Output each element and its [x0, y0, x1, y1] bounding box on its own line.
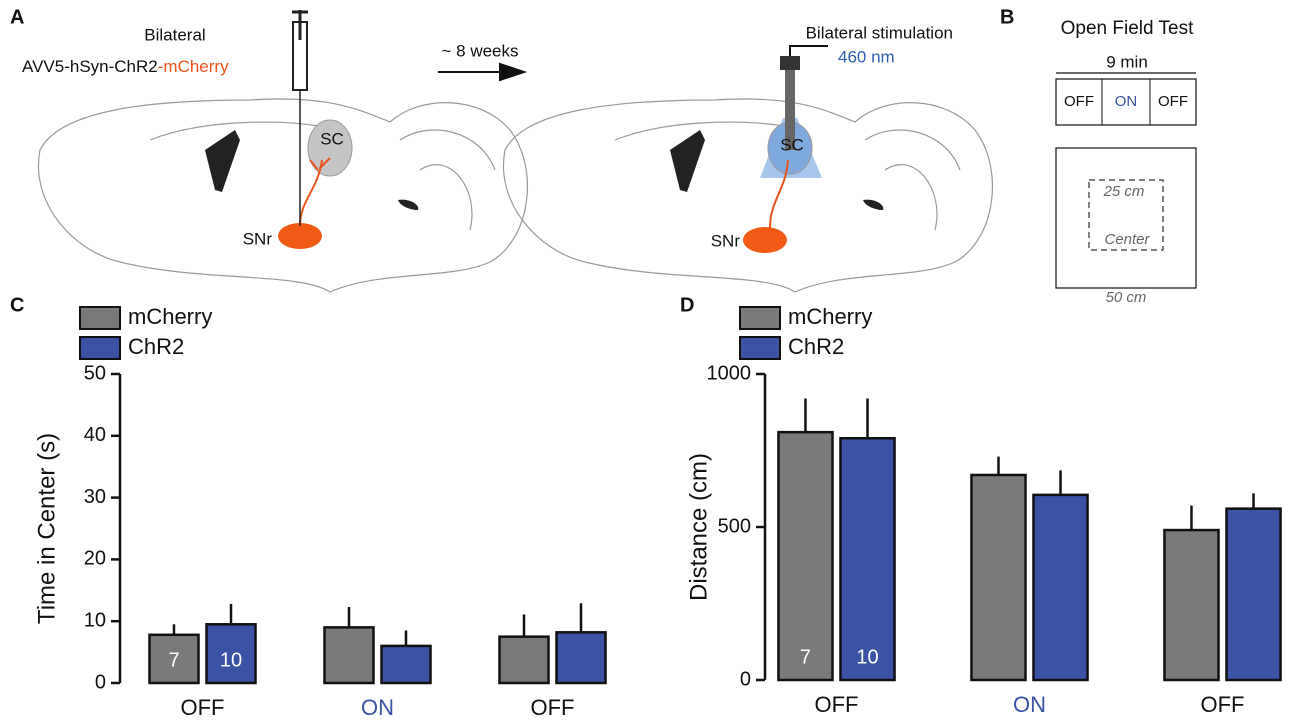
x-tick-label: OFF: [815, 692, 859, 717]
delay-label: ~ 8 weeks: [441, 41, 518, 60]
y-tick-label: 0: [740, 668, 751, 690]
y-tick-label: 1000: [707, 362, 752, 384]
panel-label: D: [680, 294, 694, 316]
y-tick-label: 10: [84, 609, 106, 631]
sc-label: SC: [780, 135, 804, 154]
bar: [205, 623, 257, 685]
legend-label: ChR2: [788, 334, 844, 359]
test-title: Open Field Test: [1061, 18, 1194, 39]
stimulation-label: Bilateral stimulation: [806, 23, 953, 42]
x-tick-label: OFF: [181, 695, 225, 720]
y-tick-label: 50: [84, 362, 106, 384]
panel-label: B: [1000, 6, 1014, 28]
x-tick-label: ON: [361, 695, 394, 720]
epoch-box: [1055, 78, 1197, 126]
legend-swatch: [739, 306, 781, 330]
bar: [148, 633, 200, 685]
bar: [839, 437, 896, 682]
wavelength-label: 460 nm: [838, 47, 895, 66]
bar: [380, 644, 432, 685]
injection-label: Bilateral: [144, 25, 205, 44]
snr-label: SNr: [711, 231, 741, 250]
n-label: 10: [220, 649, 242, 671]
epoch: OFF: [1064, 93, 1094, 110]
virus-name: -mCherry: [158, 57, 229, 76]
bar: [970, 473, 1027, 682]
bar: [1225, 507, 1282, 682]
construct-name: AVV5-hSyn-ChR2: [22, 57, 158, 76]
panel-label: A: [10, 6, 24, 28]
bar: [498, 635, 550, 685]
outer-size: 50 cm: [1106, 289, 1147, 306]
y-tick-label: 30: [84, 486, 106, 508]
legend-label: mCherry: [788, 304, 872, 329]
legend-swatch: [739, 336, 781, 360]
x-tick-label: ON: [1013, 692, 1046, 717]
n-label: 7: [168, 649, 179, 671]
brain-left: [37, 10, 529, 293]
bar: [1163, 528, 1220, 682]
inner-size: 25 cm: [1103, 183, 1145, 200]
legend-label: mCherry: [128, 304, 212, 329]
injection-construct: AVV5-hSyn-ChR2-mCherry: [22, 57, 229, 76]
epoch: ON: [1115, 93, 1138, 110]
y-tick-label: 40: [84, 424, 106, 446]
y-axis-label: Time in Center (s): [33, 433, 60, 624]
bar: [555, 631, 607, 685]
x-tick-label: OFF: [1201, 692, 1245, 717]
y-tick-label: 500: [718, 515, 751, 537]
snr-label: SNr: [243, 229, 273, 248]
legend-swatch: [79, 306, 121, 330]
y-tick-label: 0: [95, 671, 106, 693]
arena: [1055, 147, 1197, 289]
legend-label: ChR2: [128, 334, 184, 359]
brain-right: [502, 45, 994, 293]
y-tick-label: 20: [84, 548, 106, 570]
n-label: 10: [856, 646, 878, 668]
y-axis-label: Distance (cm): [685, 453, 712, 601]
sc-label: SC: [320, 129, 344, 148]
bar: [1032, 493, 1089, 682]
bar: [777, 430, 834, 682]
epoch: OFF: [1158, 93, 1188, 110]
duration-label: 9 min: [1106, 52, 1148, 71]
arrow: [438, 62, 528, 82]
n-label: 7: [800, 646, 811, 668]
legend-swatch: [79, 336, 121, 360]
x-tick-label: OFF: [531, 695, 575, 720]
center-zone: [1088, 179, 1164, 251]
bar: [323, 626, 375, 685]
panel-label: C: [10, 294, 24, 316]
inner-name: Center: [1104, 231, 1150, 248]
